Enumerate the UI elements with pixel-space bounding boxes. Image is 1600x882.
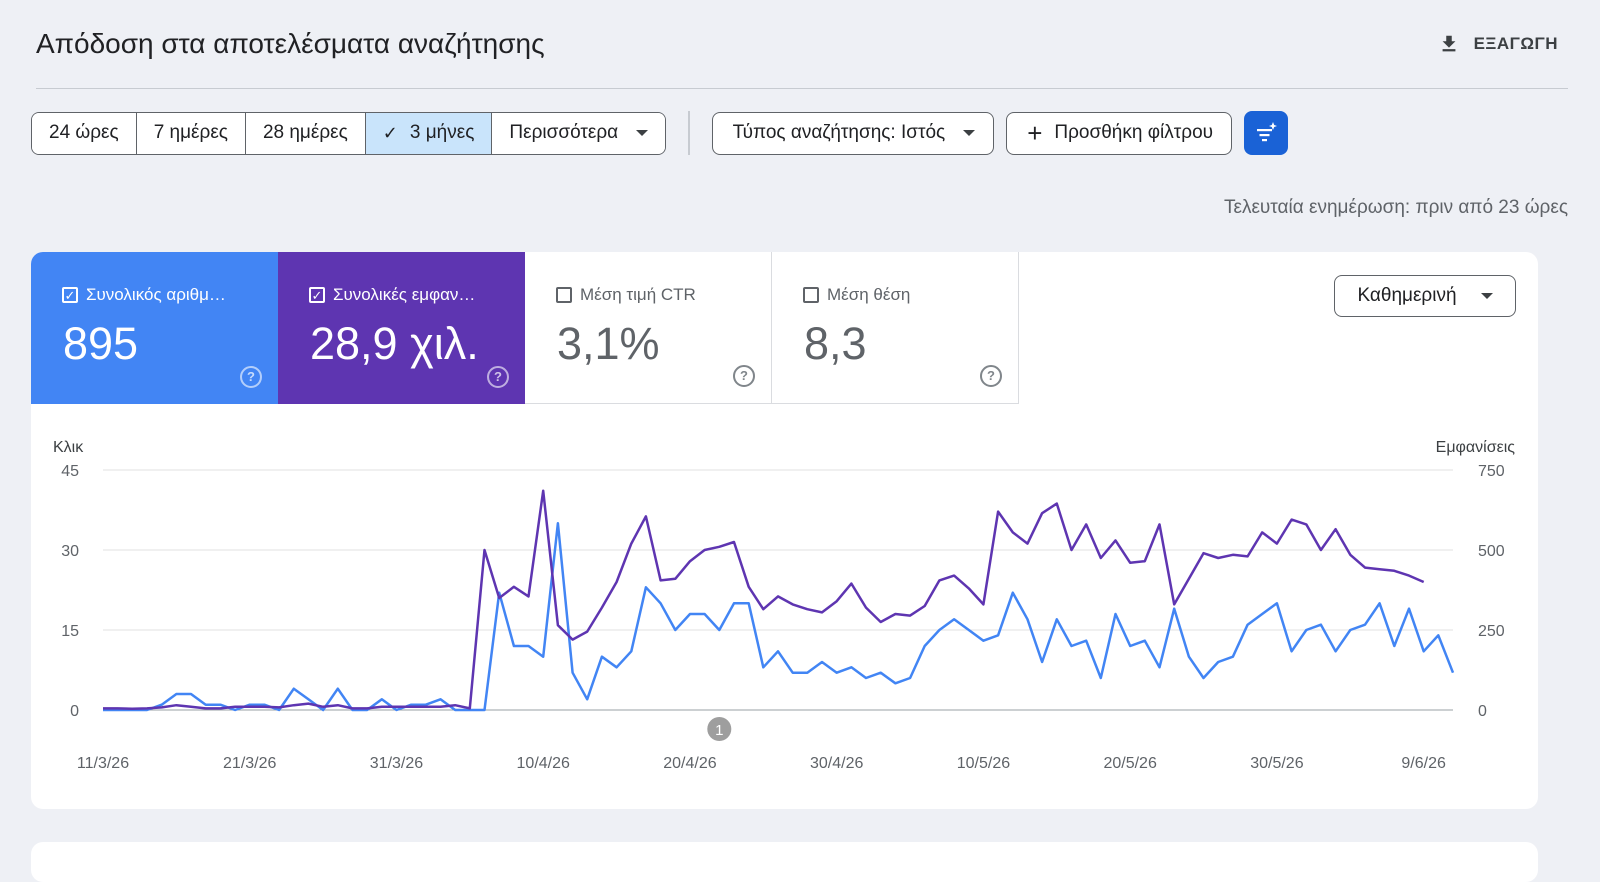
range-28d-button[interactable]: 28 ημέρες bbox=[245, 112, 366, 154]
series-line-impressions bbox=[103, 489, 1425, 710]
search-type-dropdown[interactable]: Τύπος αναζήτησης: Ιστός bbox=[711, 111, 995, 155]
range-3m-label: 3 μήνες bbox=[409, 122, 475, 143]
metric-value: 8,3 bbox=[804, 318, 867, 369]
x-tick: 21/3/26 bbox=[223, 755, 276, 772]
export-button[interactable]: ΕΞΑΓΩΓΗ bbox=[1438, 28, 1558, 60]
y-axis-label-left: Κλικ bbox=[53, 439, 84, 456]
x-tick: 20/4/26 bbox=[663, 755, 716, 772]
checkbox-checked-icon[interactable]: ✓ bbox=[309, 287, 325, 303]
series-line-clicks bbox=[103, 522, 1455, 712]
metric-average-ctr[interactable]: Μέση τιμή CTR 3,1% ? bbox=[525, 252, 772, 404]
y-tick-right: 250 bbox=[1478, 623, 1505, 640]
help-icon[interactable]: ? bbox=[733, 365, 755, 387]
metric-header: ✓ Συνολικός αριθμ… bbox=[62, 285, 226, 305]
dropdown-caret-icon bbox=[1480, 293, 1493, 299]
checkbox-unchecked-icon[interactable] bbox=[803, 287, 819, 303]
metric-average-position[interactable]: Μέση θέση 8,3 ? bbox=[772, 252, 1019, 404]
checkbox-checked-icon[interactable]: ✓ bbox=[62, 287, 78, 303]
metric-header: Μέση τιμή CTR bbox=[556, 285, 696, 305]
granularity-dropdown[interactable]: Καθημερινή bbox=[1334, 275, 1516, 317]
y-tick-left: 0 bbox=[70, 703, 79, 720]
metric-value: 28,9 χιλ. bbox=[310, 318, 479, 369]
metric-label: Μέση θέση bbox=[827, 285, 911, 304]
y-tick-right: 500 bbox=[1478, 543, 1505, 560]
add-filter-label: Προσθήκη φίλτρου bbox=[1054, 122, 1214, 143]
metric-label: Συνολικές εμφαν… bbox=[333, 285, 476, 304]
page-title: Απόδοση στα αποτελέσματα αναζήτησης bbox=[36, 28, 545, 59]
filter-sparkle-button[interactable] bbox=[1244, 111, 1289, 155]
y-axis-label-right: Εμφανίσεις bbox=[1436, 439, 1516, 456]
metric-total-clicks[interactable]: ✓ Συνολικός αριθμ… 895 ? bbox=[31, 252, 278, 404]
range-24h-label: 24 ώρες bbox=[49, 122, 119, 143]
metric-total-impressions[interactable]: ✓ Συνολικές εμφαν… 28,9 χιλ. ? bbox=[278, 252, 525, 404]
x-tick: 10/4/26 bbox=[517, 755, 570, 772]
dropdown-caret-icon bbox=[636, 130, 649, 136]
dropdown-caret-icon bbox=[963, 130, 976, 136]
plus-icon: + bbox=[1027, 118, 1043, 148]
search-type-label: Τύπος αναζήτησης: Ιστός bbox=[732, 122, 946, 143]
filter-bar: 24 ώρες 7 ημέρες 28 ημέρες ✓ 3 μήνες Περι… bbox=[31, 111, 1289, 155]
x-tick: 11/3/26 bbox=[77, 755, 129, 772]
annotation-marker bbox=[707, 717, 732, 741]
range-7d-label: 7 ημέρες bbox=[153, 122, 228, 143]
x-tick: 30/5/26 bbox=[1250, 755, 1303, 772]
help-icon[interactable]: ? bbox=[487, 366, 509, 388]
y-tick-right: 750 bbox=[1478, 463, 1505, 480]
metric-value: 895 bbox=[63, 318, 139, 369]
add-filter-button[interactable]: + Προσθήκη φίλτρου bbox=[1006, 111, 1233, 155]
x-tick: 9/6/26 bbox=[1401, 755, 1446, 772]
date-range-selector: 24 ώρες 7 ημέρες 28 ημέρες ✓ 3 μήνες Περι… bbox=[31, 111, 667, 155]
x-tick: 31/3/26 bbox=[370, 755, 423, 772]
metric-header: ✓ Συνολικές εμφαν… bbox=[309, 285, 475, 305]
help-icon[interactable]: ? bbox=[980, 365, 1002, 387]
metric-value: 3,1% bbox=[557, 318, 660, 369]
metric-label: Συνολικός αριθμ… bbox=[86, 285, 226, 304]
range-3m-button[interactable]: ✓ 3 μήνες bbox=[365, 112, 493, 154]
range-24h-button[interactable]: 24 ώρες bbox=[32, 112, 137, 154]
help-icon[interactable]: ? bbox=[240, 366, 262, 388]
x-tick: 20/5/26 bbox=[1103, 755, 1156, 772]
y-tick-left: 45 bbox=[61, 463, 79, 480]
range-7d-button[interactable]: 7 ημέρες bbox=[136, 112, 246, 154]
y-tick-right: 0 bbox=[1478, 703, 1487, 720]
annotation-label: 1 bbox=[715, 722, 723, 739]
metric-header: Μέση θέση bbox=[803, 285, 910, 305]
next-card bbox=[31, 842, 1538, 882]
y-tick-left: 15 bbox=[61, 623, 79, 640]
performance-chart: Κλικ Εμφανίσεις 45 750 30 500 15 250 0 0 11/3/26 21… bbox=[53, 439, 1516, 772]
performance-card: ✓ Συνολικός αριθμ… 895 ? ✓ Συνολικές εμφαν… bbox=[31, 252, 1538, 809]
y-tick-left: 30 bbox=[61, 543, 79, 560]
download-icon bbox=[1442, 35, 1456, 52]
more-ranges-dropdown[interactable]: Περισσότερα bbox=[492, 112, 666, 154]
last-updated-text: Τελευταία ενημέρωση: πριν από 23 ώρες bbox=[1223, 197, 1568, 218]
more-ranges-label: Περισσότερα bbox=[509, 122, 619, 143]
export-label: ΕΞΑΓΩΓΗ bbox=[1473, 34, 1558, 53]
x-tick: 10/5/26 bbox=[957, 755, 1010, 772]
checkbox-unchecked-icon[interactable] bbox=[556, 287, 572, 303]
granularity-label: Καθημερινή bbox=[1357, 285, 1457, 306]
page-header: Απόδοση στα αποτελέσματα αναζήτησης ΕΞΑΓ… bbox=[36, 0, 1568, 89]
check-icon: ✓ bbox=[382, 122, 398, 143]
filter-sparkle-icon bbox=[1257, 122, 1278, 142]
divider bbox=[688, 111, 690, 155]
range-28d-label: 28 ημέρες bbox=[262, 122, 348, 143]
x-tick: 30/4/26 bbox=[810, 755, 863, 772]
metric-label: Μέση τιμή CTR bbox=[580, 285, 696, 304]
